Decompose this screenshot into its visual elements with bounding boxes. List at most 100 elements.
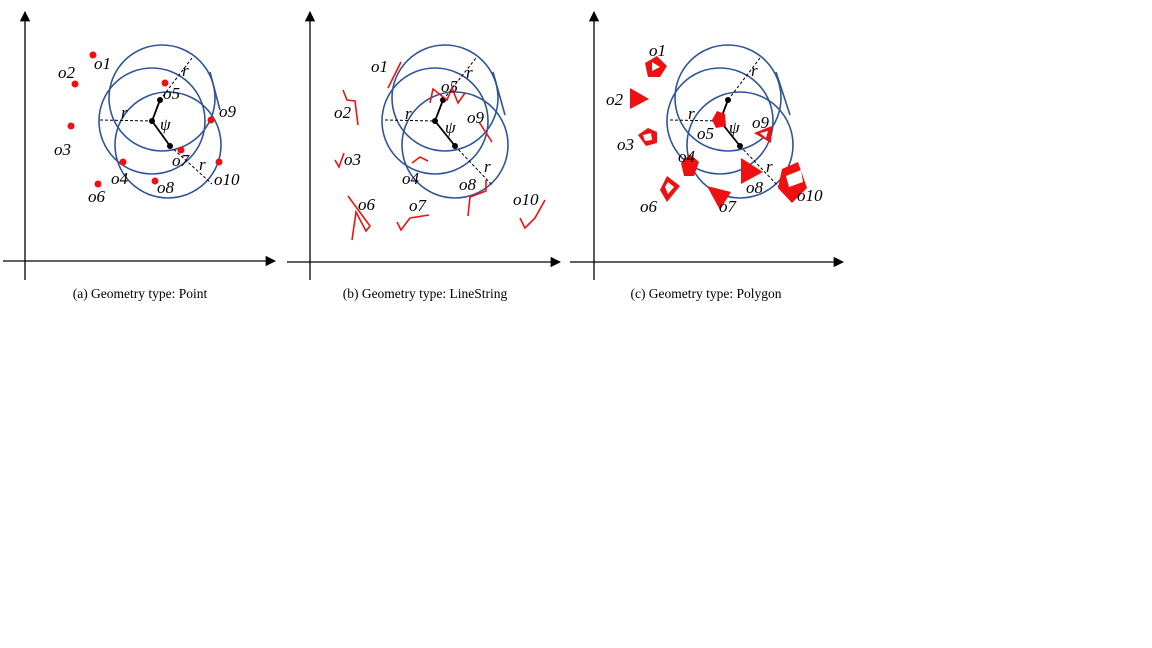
radius-dash — [669, 119, 721, 122]
psi-label: ψ — [445, 118, 456, 137]
object-linestring — [347, 195, 372, 241]
object-point — [71, 80, 79, 88]
object-point — [151, 177, 159, 185]
object-label: o4 — [402, 169, 420, 188]
object-linestring — [429, 85, 466, 105]
object-polygon — [630, 88, 649, 109]
object-label: o8 — [746, 178, 764, 197]
object-point — [161, 79, 169, 87]
object-label: o1 — [371, 57, 388, 76]
radius-label: r — [688, 104, 695, 123]
radius-dash — [169, 145, 213, 185]
object-point — [207, 116, 215, 124]
radius-label: r — [466, 63, 473, 82]
object-point — [215, 158, 223, 166]
object-label: o5 — [697, 124, 714, 143]
object-label: o2 — [334, 103, 352, 122]
object-polygon — [638, 128, 657, 146]
object-label: o4 — [678, 147, 696, 166]
object-label: o7 — [409, 196, 428, 215]
object-label: o4 — [111, 169, 129, 188]
query-circle — [391, 44, 499, 152]
radius-dash — [727, 57, 761, 101]
object-label: o2 — [58, 63, 76, 82]
object-label: o1 — [649, 41, 666, 60]
object-polygon — [660, 176, 680, 202]
radius-dash — [442, 57, 477, 101]
radius-dash — [159, 57, 193, 101]
object-polygon — [754, 126, 772, 143]
object-label: o5 — [163, 84, 180, 103]
object-label: o10 — [797, 186, 823, 205]
object-label: o10 — [214, 170, 240, 189]
query-circle — [114, 91, 222, 199]
object-point — [67, 122, 75, 130]
radius-label: r — [751, 61, 758, 80]
object-label: o9 — [219, 102, 237, 121]
radius-dash — [454, 145, 494, 187]
object-label: o9 — [467, 108, 485, 127]
object-label: o7 — [172, 151, 191, 170]
object-linestring — [334, 152, 345, 169]
object-point — [177, 146, 185, 154]
radius-label: r — [484, 157, 491, 176]
object-label: o8 — [157, 178, 175, 197]
object-label: o9 — [752, 113, 770, 132]
route-node — [452, 143, 458, 149]
object-linestring — [387, 61, 402, 89]
route-node — [737, 143, 743, 149]
object-label: o10 — [513, 190, 539, 209]
object-label: o2 — [606, 90, 624, 109]
object-label: o7 — [719, 197, 738, 216]
psi-label: ψ — [160, 115, 171, 134]
route-node — [167, 143, 173, 149]
radius-dash — [99, 119, 153, 122]
object-linestring — [467, 180, 487, 217]
union-hull — [209, 71, 221, 111]
object-label: o8 — [459, 175, 477, 194]
object-label: o6 — [88, 187, 106, 206]
object-label: o6 — [640, 197, 658, 216]
query-circle — [666, 67, 774, 175]
query-circle — [381, 67, 489, 175]
route-node — [149, 118, 155, 124]
object-polygon — [741, 158, 763, 184]
query-circle — [108, 44, 216, 152]
object-point — [119, 158, 127, 166]
route-node — [432, 118, 438, 124]
object-label: o1 — [94, 54, 111, 73]
route-node — [725, 97, 731, 103]
object-point — [89, 51, 97, 59]
radius-label: r — [121, 103, 128, 122]
union-hull — [492, 71, 506, 116]
radius-dash — [384, 119, 436, 122]
psi-label: ψ — [729, 118, 740, 137]
query-circle — [674, 44, 782, 152]
object-linestring — [478, 121, 493, 143]
radius-label: r — [182, 61, 189, 80]
object-polygon — [778, 162, 807, 203]
route-node — [157, 97, 163, 103]
object-label: o5 — [441, 77, 458, 96]
object-label: o3 — [617, 135, 634, 154]
radius-label: r — [405, 104, 412, 123]
panel-caption: (a) Geometry type: Point — [73, 286, 208, 301]
object-linestring — [519, 199, 546, 230]
object-polygon — [645, 56, 667, 77]
panel-polygon: o1 o2 o3 o4 o5 o6 o7 o8 o9 o10 ψ r r r (… — [570, 10, 845, 301]
panel-caption: (c) Geometry type: Polygon — [630, 286, 781, 301]
panel-caption: (b) Geometry type: LineString — [343, 286, 508, 301]
object-label: o3 — [54, 140, 71, 159]
object-label: o3 — [344, 150, 361, 169]
query-circle — [401, 91, 509, 199]
union-hull — [775, 71, 791, 116]
radius-label: r — [199, 155, 206, 174]
query-circle — [98, 67, 206, 175]
query-circle — [686, 91, 794, 199]
object-linestring — [342, 89, 359, 126]
object-polygon — [712, 111, 726, 128]
object-polygon — [681, 154, 699, 176]
object-point — [94, 180, 102, 188]
object-linestring — [396, 214, 430, 232]
